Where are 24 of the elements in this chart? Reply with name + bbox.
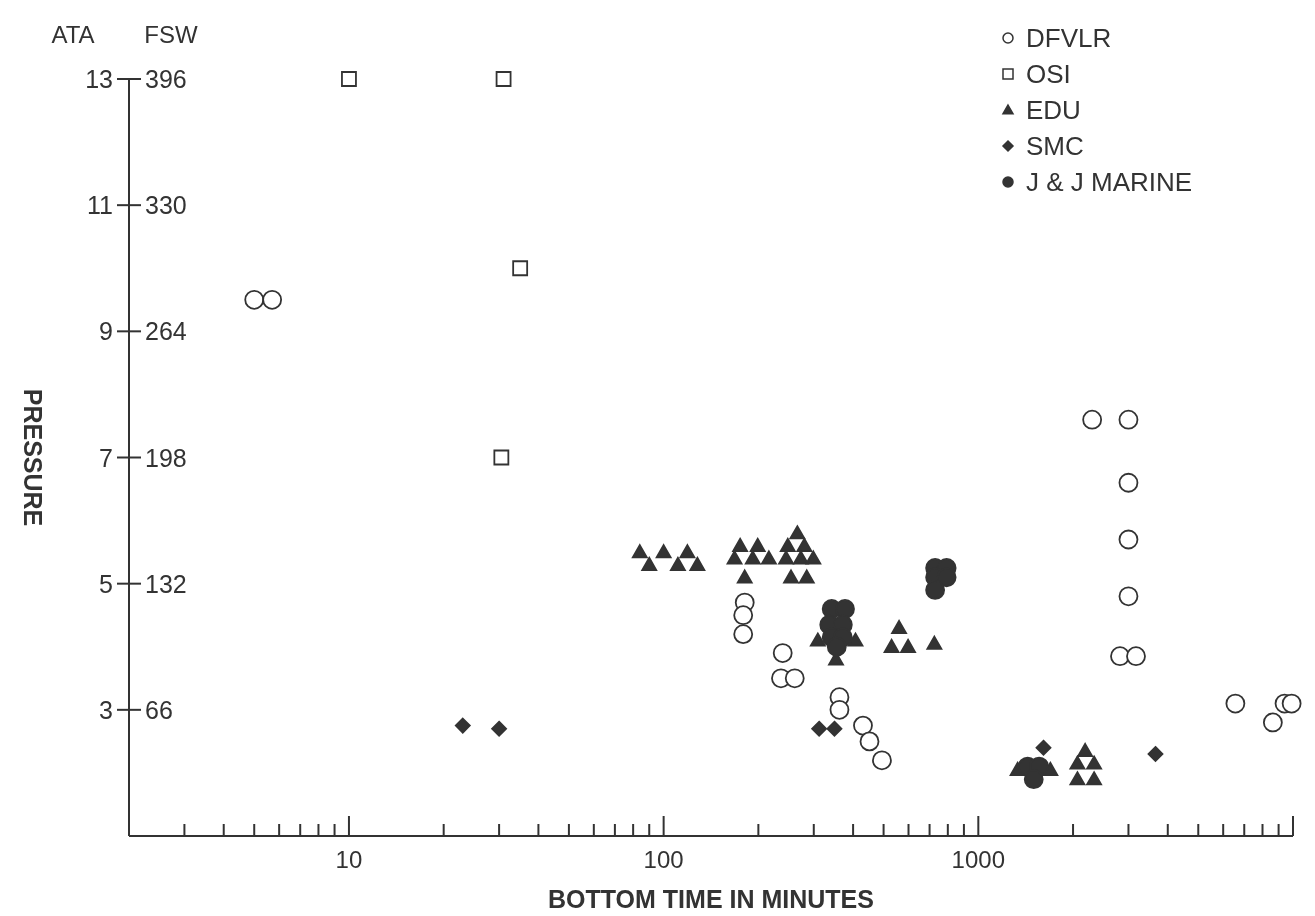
y2-tick-label: 396 — [145, 65, 187, 93]
y2-tick-label: 330 — [145, 191, 187, 220]
legend-label: J & J MARINE — [1026, 167, 1193, 197]
legend-label: SMC — [1026, 131, 1084, 161]
y-tick-label: 9 — [99, 317, 113, 346]
y2-tick-label: 66 — [145, 695, 173, 724]
y2-tick-label: 198 — [145, 443, 187, 472]
x-tick-label: 100 — [643, 846, 684, 873]
y2-tick-label: 264 — [145, 317, 187, 346]
y-tick-label: 13 — [85, 65, 113, 93]
text: ATA — [51, 21, 95, 48]
legend-label: EDU — [1026, 95, 1081, 125]
y-axis-title: PRESSURE — [19, 388, 47, 527]
y-tick-label: 7 — [99, 443, 113, 472]
x-axis-title: BOTTOM TIME IN MINUTES — [548, 885, 874, 913]
y-tick-label: 5 — [99, 569, 113, 598]
y-tick-label: 11 — [87, 191, 113, 220]
y-tick-label: 3 — [99, 695, 113, 724]
y2-tick-label: 132 — [145, 569, 187, 598]
legend-label: OSI — [1026, 59, 1071, 89]
text: FSW — [144, 21, 198, 48]
x-tick-label: 10 — [335, 846, 363, 873]
x-tick-label: 1000 — [951, 846, 1006, 873]
legend-label: DFVLR — [1026, 23, 1112, 53]
